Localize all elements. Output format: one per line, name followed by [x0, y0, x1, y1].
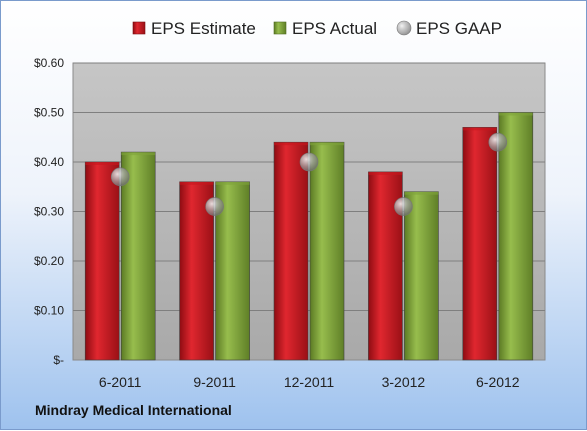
- y-tick-label: $0.30: [34, 205, 64, 219]
- y-tick-label: $0.40: [34, 155, 64, 169]
- bar-top-highlight: [215, 181, 250, 185]
- bar-eps-estimate: [273, 141, 309, 361]
- marker-eps-gaap: [110, 167, 130, 187]
- bar-top-highlight: [368, 171, 403, 175]
- marker-eps-gaap: [488, 132, 508, 152]
- y-tick-label: $0.10: [34, 304, 64, 318]
- y-tick-label: $0.50: [34, 106, 64, 120]
- bar-eps-actual: [120, 151, 156, 361]
- bar-top-highlight: [274, 142, 308, 146]
- company-name: Mindray Medical International: [35, 402, 232, 418]
- x-axis-labels: 6-2011 9-2011 12-2011 3-2012 6-2012: [99, 374, 520, 390]
- y-tick-label: $0.20: [34, 254, 64, 268]
- bar-eps-actual: [309, 141, 345, 361]
- x-category-label: 3-2012: [382, 374, 426, 390]
- marker-eps-gaap: [394, 197, 413, 216]
- y-tick-label: $-: [53, 353, 64, 367]
- bar-eps-estimate: [462, 127, 498, 361]
- legend-swatch: [396, 20, 412, 36]
- x-category-label: 9-2011: [193, 374, 236, 390]
- bar-top-highlight: [310, 142, 344, 146]
- bar-top-highlight: [121, 152, 156, 156]
- marker-eps-gaap: [205, 197, 224, 216]
- marker-eps-gaap: [299, 152, 319, 172]
- x-category-label: 6-2011: [99, 374, 142, 390]
- bar-eps-estimate: [84, 161, 120, 361]
- x-category-label: 12-2011: [284, 374, 335, 390]
- bar-eps-actual: [498, 112, 534, 361]
- bar-top-highlight: [85, 162, 120, 165]
- legend-label: EPS Estimate: [151, 19, 256, 38]
- bar-top-highlight: [179, 181, 214, 185]
- bar-top-highlight: [498, 112, 533, 116]
- x-category-label: 6-2012: [476, 374, 520, 390]
- gaap-markers: [110, 132, 508, 216]
- bar-top-highlight: [404, 191, 439, 195]
- bar-top-highlight: [462, 127, 497, 131]
- legend-label: EPS GAAP: [416, 19, 502, 38]
- legend-label: EPS Actual: [292, 19, 377, 38]
- y-tick-label: $0.60: [34, 56, 64, 70]
- bar-eps-actual: [404, 191, 439, 361]
- legend: EPS Estimate EPS Actual EPS GAAP: [132, 19, 502, 38]
- legend-swatch: [273, 21, 287, 35]
- legend-swatch: [132, 21, 146, 35]
- y-axis-ticks: $- $0.10 $0.20 $0.30 $0.40 $0.50 $0.60: [34, 56, 64, 367]
